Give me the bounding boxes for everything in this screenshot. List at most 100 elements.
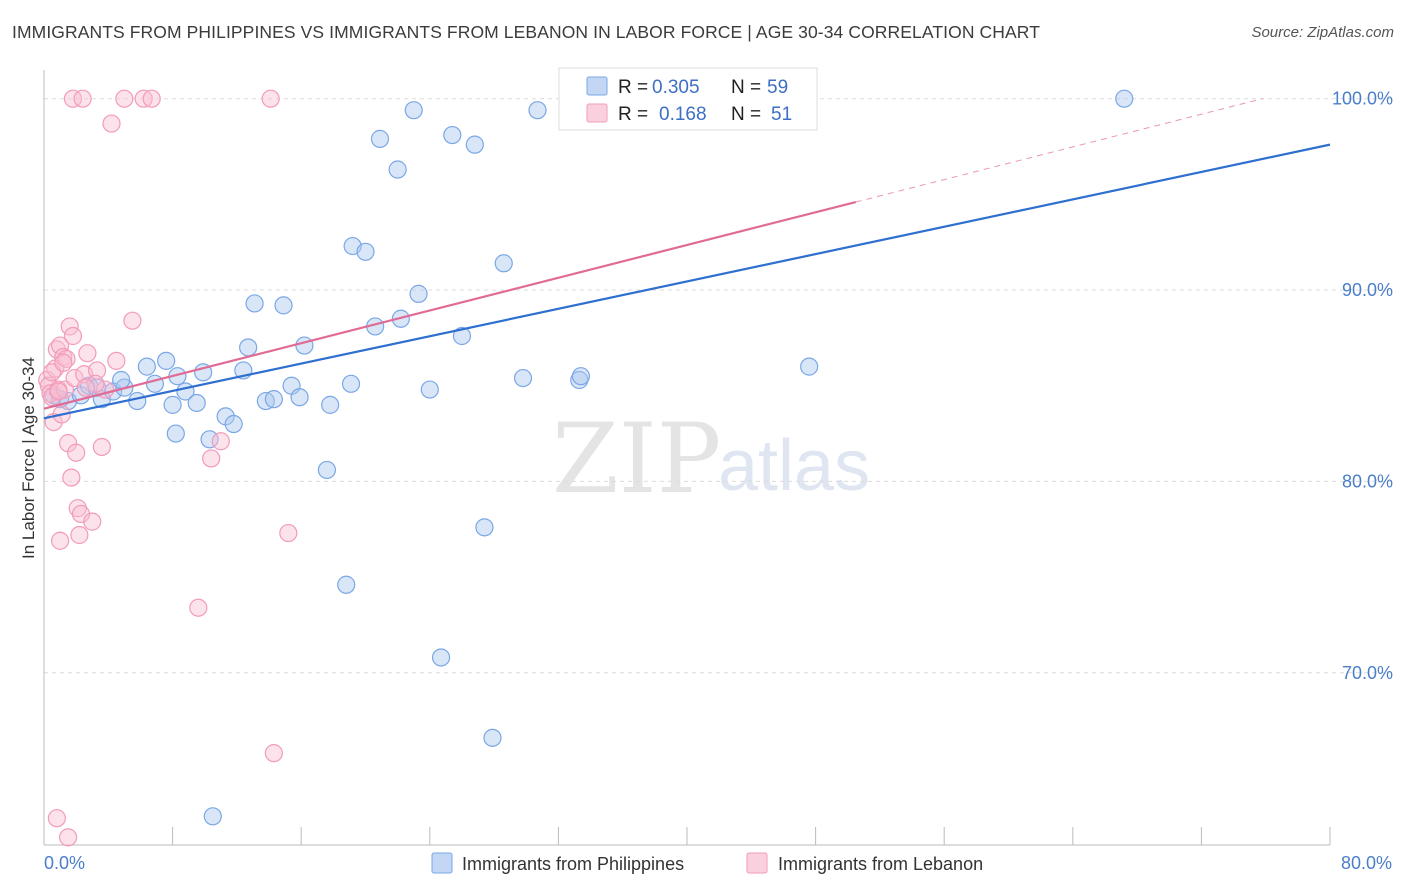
y-tick-label-2: 80.0% xyxy=(1342,471,1393,491)
lebanon-point-43 xyxy=(59,828,78,847)
philippines-point-37 xyxy=(388,160,407,179)
lebanon-point-25 xyxy=(87,361,107,380)
philippines-point-13 xyxy=(166,424,185,443)
philippines-point-17 xyxy=(200,430,219,449)
lebanon-point-39 xyxy=(279,523,298,543)
philippines-point-54 xyxy=(1115,89,1134,108)
philippines-point-24 xyxy=(264,390,283,409)
philippines-point-28 xyxy=(295,336,314,355)
philippines-point-44 xyxy=(452,326,472,346)
legend-n-label-2: N = xyxy=(731,104,761,125)
y-tick-label-1: 90.0% xyxy=(1342,280,1393,300)
philippines-point-12 xyxy=(163,395,182,414)
lebanon-point-16 xyxy=(63,326,83,346)
lebanon-point-41 xyxy=(73,89,92,108)
lebanon-point-28 xyxy=(102,114,121,133)
lebanon-point-34 xyxy=(189,598,208,617)
watermark-zip: ZIP xyxy=(552,403,721,515)
lebanon-point-44 xyxy=(50,531,70,550)
philippines-point-58 xyxy=(112,370,131,390)
philippines-point-47 xyxy=(483,728,502,747)
series-legend-swatch-philippines xyxy=(431,852,453,874)
philippines-point-32 xyxy=(341,374,361,393)
philippines-point-31 xyxy=(337,575,356,594)
y-axis-label: In Labor Force | Age 30-34 xyxy=(19,357,38,559)
philippines-point-21 xyxy=(239,338,258,357)
watermark-atlas: atlas xyxy=(718,426,870,506)
lebanon-point-20 xyxy=(70,525,89,545)
watermark: ZIP atlas xyxy=(552,403,870,515)
legend-n-label-1: N = xyxy=(731,77,761,98)
philippines-trend-line xyxy=(43,143,1331,420)
series-legend-philippines: Immigrants from Philippines xyxy=(462,854,684,874)
philippines-point-11 xyxy=(157,351,176,370)
trend-lines xyxy=(43,98,1331,420)
lebanon-trend-extension xyxy=(855,98,1263,203)
legend-swatch-lebanon xyxy=(586,103,608,123)
lebanon-point-33 xyxy=(142,89,161,108)
series-legend: Immigrants from Philippines Immigrants f… xyxy=(431,852,983,874)
lebanon-point-26 xyxy=(92,437,111,457)
philippines-point-46 xyxy=(475,518,494,537)
philippines-point-36 xyxy=(370,129,390,148)
data-points xyxy=(38,89,1134,847)
lebanon-point-23 xyxy=(78,344,97,363)
legend-r-label-1: R = xyxy=(618,77,648,98)
philippines-point-49 xyxy=(513,368,533,388)
philippines-point-50 xyxy=(528,101,547,120)
philippines-point-19 xyxy=(224,414,243,434)
correlation-legend: R = 0.305 N = 59 R = 0.168 N = 51 xyxy=(558,67,818,131)
lebanon-point-24 xyxy=(83,512,102,531)
series-legend-swatch-lebanon xyxy=(746,852,768,874)
x-tick-min: 0.0% xyxy=(44,853,85,873)
lebanon-point-35 xyxy=(202,449,221,468)
philippines-point-45 xyxy=(465,135,484,154)
philippines-point-25 xyxy=(274,296,293,315)
philippines-point-41 xyxy=(420,380,439,399)
philippines-point-53 xyxy=(800,357,819,376)
philippines-point-15 xyxy=(187,393,206,413)
philippines-point-42 xyxy=(431,648,451,667)
philippines-point-40 xyxy=(409,284,428,303)
lebanon-point-15 xyxy=(62,468,81,487)
philippines-point-9 xyxy=(137,357,156,376)
lebanon-point-36 xyxy=(211,432,230,451)
lebanon-point-31 xyxy=(123,311,142,330)
source-label: Source: ZipAtlas.com xyxy=(1251,24,1394,41)
legend-r-label-2: R = xyxy=(618,104,648,125)
philippines-point-43 xyxy=(443,125,462,145)
legend-n-value-2: 51 xyxy=(771,104,792,125)
philippines-point-29 xyxy=(317,460,337,480)
legend-r-value-1: 0.305 xyxy=(652,77,700,98)
lebanon-point-10 xyxy=(54,347,73,367)
philippines-point-8 xyxy=(128,391,147,411)
y-tick-label-0: 100.0% xyxy=(1332,89,1393,109)
lebanon-point-48 xyxy=(76,378,95,397)
philippines-point-48 xyxy=(494,254,513,273)
lebanon-point-30 xyxy=(115,89,134,108)
philippines-point-34 xyxy=(356,242,375,261)
lebanon-trend-line xyxy=(43,200,857,410)
axes xyxy=(43,70,1331,846)
x-tick-max: 80.0% xyxy=(1341,853,1392,873)
y-tick-labels: 100.0% 90.0% 80.0% 70.0% xyxy=(1332,89,1393,683)
lebanon-point-45 xyxy=(86,374,105,393)
lebanon-point-29 xyxy=(107,351,126,370)
lebanon-point-47 xyxy=(54,353,73,372)
lebanon-point-42 xyxy=(47,809,66,828)
philippines-point-55 xyxy=(203,807,222,826)
philippines-point-27 xyxy=(290,388,309,407)
series-legend-lebanon: Immigrants from Lebanon xyxy=(778,854,983,874)
lebanon-point-18 xyxy=(67,443,86,462)
lebanon-point-38 xyxy=(264,744,283,763)
gridlines xyxy=(44,98,1394,674)
legend-swatch-philippines xyxy=(586,76,608,96)
legend-r-value-2: 0.168 xyxy=(659,104,707,125)
y-tick-label-3: 70.0% xyxy=(1342,663,1393,683)
chart-title: IMMIGRANTS FROM PHILIPPINES VS IMMIGRANT… xyxy=(12,22,1040,42)
philippines-point-52 xyxy=(571,367,591,386)
lebanon-point-37 xyxy=(261,89,280,108)
lebanon-point-40 xyxy=(63,89,83,108)
lebanon-point-14 xyxy=(60,317,79,336)
